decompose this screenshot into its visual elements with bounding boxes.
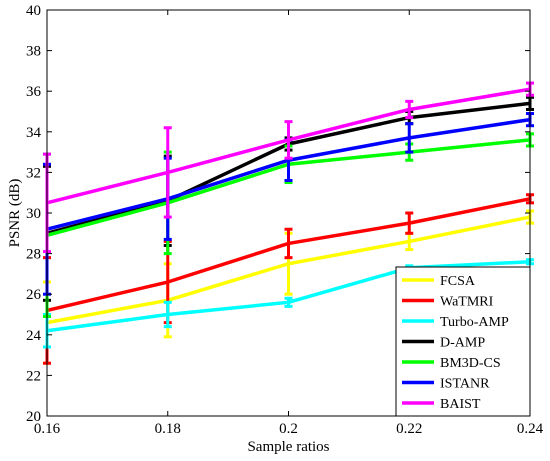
legend-label: FCSA <box>440 274 476 289</box>
x-tick-label: 0.24 <box>517 421 544 437</box>
legend: FCSA WaTMRI Turbo-AMP D-AMP BM3D-CS ISTANR BAI… <box>395 266 531 417</box>
y-tick-label: 24 <box>26 328 42 344</box>
y-tick-label: 38 <box>26 44 41 60</box>
legend-label: WaTMRI <box>440 295 494 310</box>
y-tick-label: 30 <box>26 206 41 222</box>
x-tick-label: 0.2 <box>279 421 298 437</box>
legend-label: Turbo-AMP <box>440 315 509 330</box>
y-tick-label: 34 <box>26 125 42 141</box>
legend-label: D-AMP <box>440 336 485 351</box>
y-tick-label: 22 <box>26 368 41 384</box>
x-tick-label: 0.22 <box>396 421 422 437</box>
x-axis-label: Sample ratios <box>247 439 329 455</box>
x-tick-label: 0.18 <box>155 421 181 437</box>
x-tick-label: 0.16 <box>34 421 61 437</box>
y-tick-label: 32 <box>26 165 41 181</box>
y-tick-label: 20 <box>26 409 41 425</box>
axes: 20 22 24 26 28 30 32 34 36 38 40 0.16 0.18 0.2 0.22 0.2… <box>26 3 544 437</box>
legend-label: ISTANR <box>440 377 490 392</box>
legend-label: BAIST <box>440 397 481 412</box>
y-tick-label: 26 <box>26 287 42 303</box>
legend-label: BM3D-CS <box>440 356 501 371</box>
y-tick-label: 36 <box>26 84 42 100</box>
y-axis-label: PSNR (dB) <box>7 179 23 248</box>
y-tick-label: 28 <box>26 247 41 263</box>
y-tick-label: 40 <box>26 3 41 19</box>
